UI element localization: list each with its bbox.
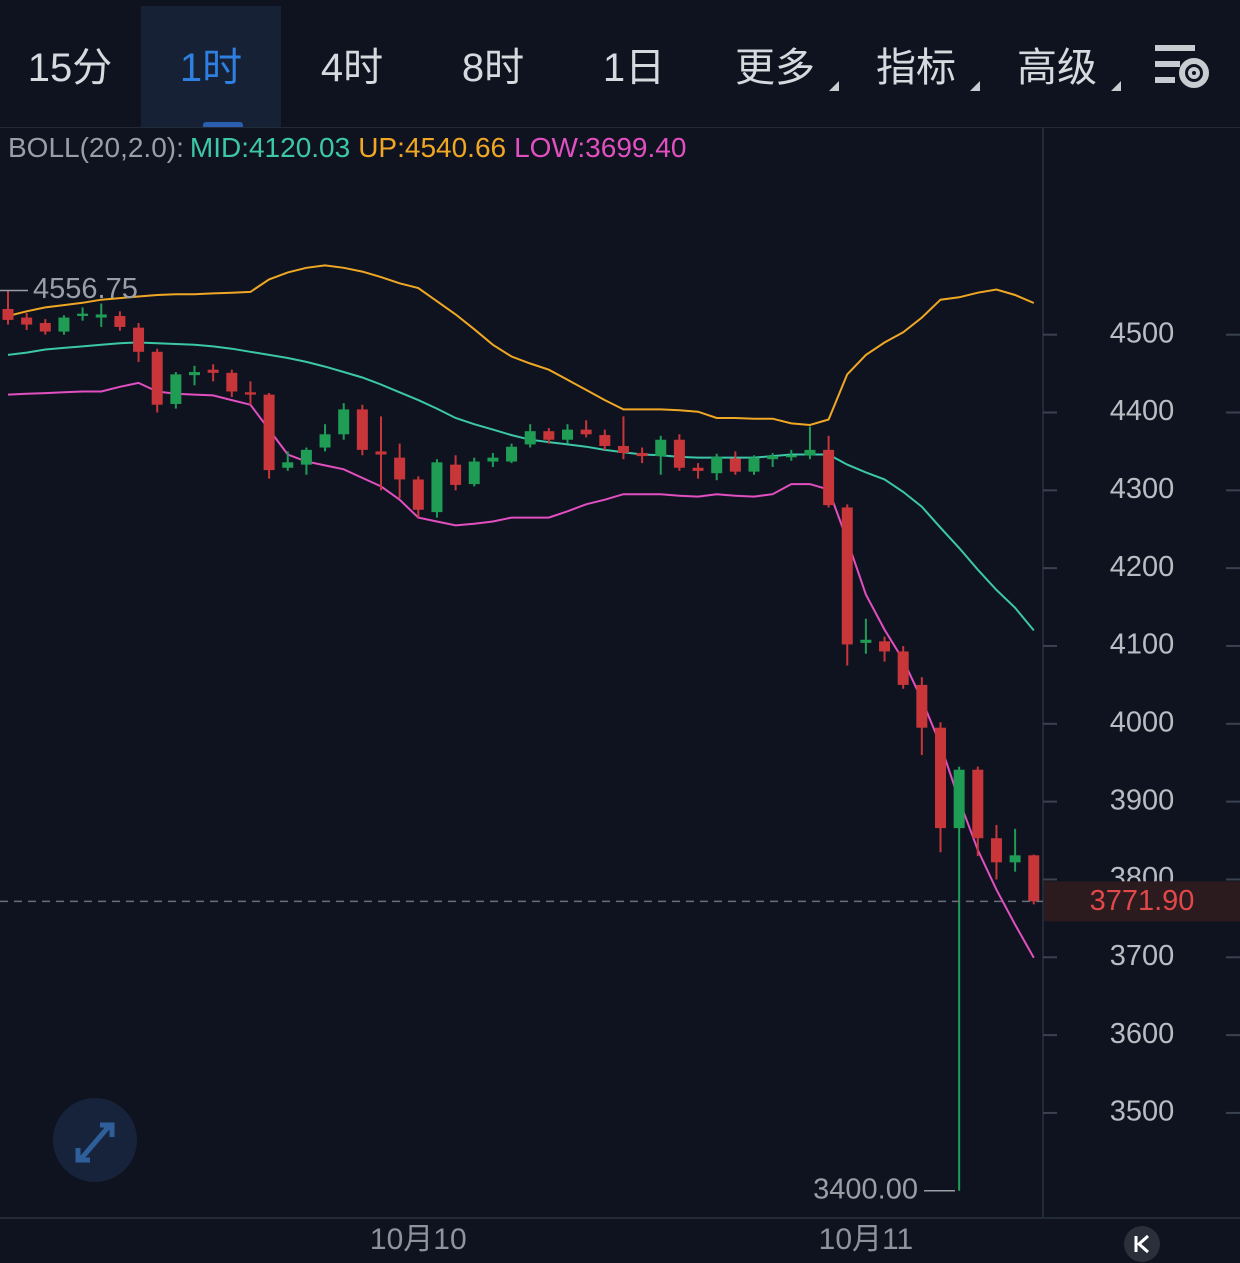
y-tick-label: 4200 <box>1110 551 1175 583</box>
candle-body <box>431 462 443 513</box>
candle-body <box>468 461 480 485</box>
settings-icon[interactable] <box>1155 45 1209 88</box>
candle-body <box>879 641 891 652</box>
scroll-latest-button[interactable] <box>1124 1226 1160 1262</box>
candle-body <box>487 457 499 462</box>
candle-body <box>375 451 387 455</box>
candle-body <box>319 434 331 448</box>
expand-button[interactable] <box>53 1098 137 1182</box>
candle-body <box>1028 855 1040 902</box>
candle-body <box>133 327 145 352</box>
candle-body <box>21 317 33 325</box>
candle-body <box>729 458 741 472</box>
candle-body <box>58 317 70 332</box>
legend-name: MID: <box>190 132 249 163</box>
y-tick-label: 4100 <box>1110 629 1175 661</box>
legend-value: 4120.03 <box>249 132 350 163</box>
legend-name: UP: <box>358 132 405 163</box>
legend-name: LOW: <box>514 132 585 163</box>
x-tick-label: 10月11 <box>819 1223 914 1256</box>
candle-body <box>767 456 779 460</box>
candle-body <box>394 457 406 480</box>
candle-body <box>450 464 462 485</box>
candle-body <box>916 684 928 728</box>
candle-body <box>841 507 853 645</box>
candle-body <box>953 769 965 829</box>
candle-body <box>636 452 648 457</box>
candle-body <box>543 431 555 440</box>
current-price-label: 3771.90 <box>1090 885 1195 917</box>
candle-body <box>356 409 368 450</box>
timeframe-tab[interactable]: 8时 <box>461 46 525 90</box>
candle-body <box>972 769 984 839</box>
y-tick-label: 4300 <box>1110 473 1175 505</box>
y-tick-label: 4000 <box>1110 706 1175 738</box>
candle-body <box>655 439 667 457</box>
candle-body <box>114 316 126 327</box>
boll-line <box>7 264 1035 427</box>
candle-body <box>189 372 200 376</box>
candle-body <box>617 445 629 453</box>
candle-body <box>39 323 51 332</box>
legend-value: 3699.40 <box>585 132 686 163</box>
candle-body <box>1009 855 1021 863</box>
indicator-name: BOLL(20,2.0): <box>8 132 184 163</box>
boll-line <box>7 381 1035 959</box>
timeframe-bar: 15分 1时 4时 8时 1日 更多 指标 高级 <box>0 0 1240 128</box>
y-tick-label: 4500 <box>1110 317 1175 349</box>
candle-body <box>244 392 256 395</box>
timeframe-tab[interactable]: 高级 <box>987 6 1127 127</box>
candle-body <box>282 462 294 468</box>
timeframe-tab[interactable]: 4时 <box>320 46 384 90</box>
candle-body <box>711 456 723 474</box>
candle-body <box>300 449 312 465</box>
timeframe-tab[interactable]: 1时 <box>141 6 281 127</box>
candle-body <box>95 314 107 318</box>
candle-body <box>151 351 163 405</box>
candle-body <box>990 838 1002 863</box>
candle-body <box>412 479 424 510</box>
indicator-legend: BOLL(20,2.0): MID:4120.03 UP:4540.66 LOW:36… <box>8 132 686 163</box>
candle-body <box>599 435 611 446</box>
candle-body <box>935 727 946 829</box>
timeframe-tab[interactable]: 更多 <box>705 6 845 127</box>
candle-body <box>2 308 14 320</box>
candle-body <box>207 369 219 373</box>
boll-line <box>7 341 1035 632</box>
candle-body <box>77 313 89 317</box>
candle-body <box>338 409 350 435</box>
candle-body <box>692 467 704 471</box>
candle-body <box>804 449 816 456</box>
y-tick-label: 3900 <box>1110 784 1175 816</box>
candle-body <box>897 651 909 685</box>
candle-body <box>170 374 182 404</box>
x-tick-label: 10月10 <box>370 1223 467 1256</box>
y-tick-label: 3500 <box>1110 1096 1175 1128</box>
candle-body <box>226 372 238 392</box>
legend-value: 4540.66 <box>405 132 506 163</box>
high-label: 4556.75 <box>33 273 138 305</box>
y-tick-label: 3700 <box>1110 940 1175 972</box>
candle-body <box>673 439 685 468</box>
current-price-box <box>1044 881 1240 922</box>
candle-body <box>562 429 573 440</box>
candle-body <box>580 429 592 435</box>
candle-body <box>823 449 835 506</box>
candle-body <box>524 431 536 445</box>
y-tick-label: 3600 <box>1110 1018 1175 1050</box>
candle-body <box>860 639 872 643</box>
candle-body <box>506 446 518 462</box>
y-tick-label: 4400 <box>1110 395 1175 427</box>
candle-body <box>263 394 275 471</box>
timeframe-tab[interactable]: 15分 <box>27 46 113 90</box>
low-label: 3400.00 <box>813 1173 918 1205</box>
timeframe-tab[interactable]: 指标 <box>846 6 986 127</box>
candle-body <box>785 455 797 458</box>
candle-body <box>748 457 760 472</box>
timeframe-tab[interactable]: 1日 <box>602 46 666 90</box>
